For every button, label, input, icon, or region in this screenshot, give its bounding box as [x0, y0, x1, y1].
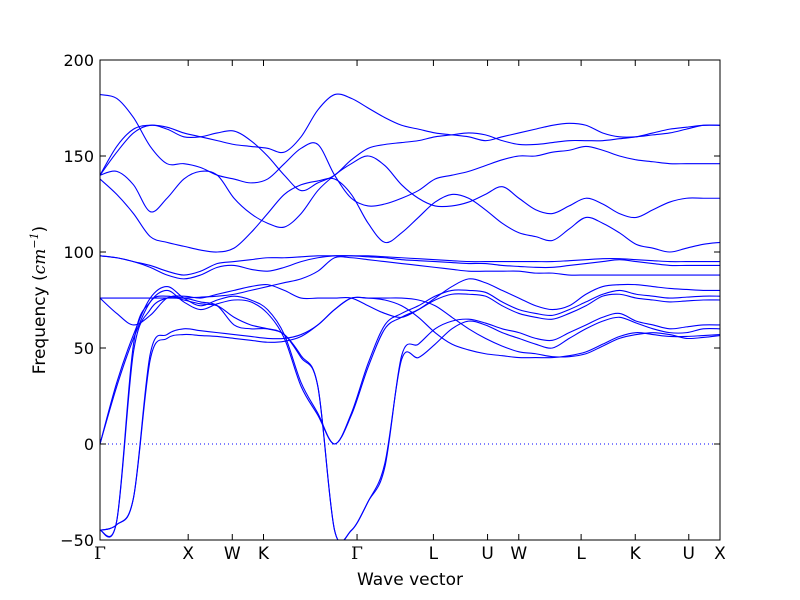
x-axis-label: Wave vector [357, 570, 463, 590]
band-line-7 [100, 278, 720, 326]
band-line-2 [100, 296, 720, 531]
kpoint-label: X [714, 544, 726, 564]
kpoint-label: L [576, 544, 586, 564]
kpoint-label: U [481, 544, 493, 564]
y-tick-label: 150 [63, 147, 94, 166]
y-tick-label: 50 [74, 339, 94, 358]
kpoint-label: X [182, 544, 194, 564]
band-line-6 [100, 286, 720, 445]
y-tick-label: 0 [84, 435, 94, 454]
band-line-9 [100, 255, 720, 280]
plot-frame [99, 59, 721, 541]
kpoint-label: K [630, 544, 642, 564]
y-axis-label-suffix: ) [30, 226, 50, 233]
y-axis-label: Frequency (cm−1) [28, 226, 50, 374]
band-line-12 [100, 155, 720, 228]
y-axis-label-prefix: Frequency ( [30, 274, 50, 374]
kpoint-label: U [683, 544, 695, 564]
band-line-11 [100, 177, 720, 253]
band-line-8 [100, 256, 720, 299]
kpoint-label: K [258, 544, 270, 564]
kpoint-label: L [429, 544, 439, 564]
band-line-15 [100, 93, 720, 176]
band-line-4 [100, 295, 720, 540]
band-line-10 [100, 255, 720, 276]
y-tick-label: 100 [63, 243, 94, 262]
series-layer [100, 93, 720, 540]
y-axis-label-unit: cm [30, 249, 50, 275]
y-tick-label: −50 [60, 531, 94, 550]
y-axis-label-exponent: −1 [28, 232, 41, 248]
band-line-13 [100, 94, 720, 207]
y-tick-label: 200 [63, 51, 94, 70]
kpoint-label: W [510, 544, 527, 564]
band-line-1 [100, 296, 720, 531]
kpoint-label: Γ [351, 544, 363, 564]
kpoint-label: W [224, 544, 241, 564]
band-line-5 [100, 289, 720, 445]
kpoint-label: Γ [94, 544, 106, 564]
